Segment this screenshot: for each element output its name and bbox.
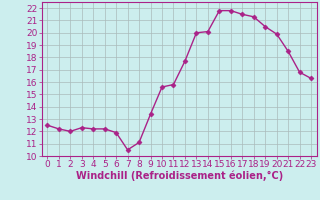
X-axis label: Windchill (Refroidissement éolien,°C): Windchill (Refroidissement éolien,°C): [76, 171, 283, 181]
